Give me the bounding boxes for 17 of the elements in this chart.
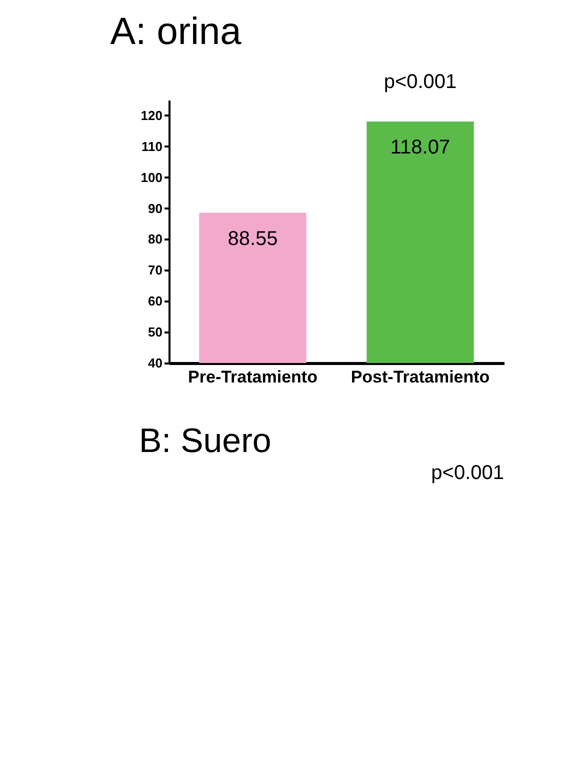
x-tick-label: Pre-Tratamiento: [188, 368, 318, 386]
text: B: Suero: [139, 422, 272, 460]
chart-title: A: orina: [110, 11, 242, 53]
x-tick-label: Post-Tratamiento: [350, 368, 490, 386]
data-label: 88.55: [228, 228, 278, 250]
y-tick-label: 60: [148, 294, 162, 309]
y-tick-label: 100: [140, 170, 162, 185]
text: p<0.001: [431, 462, 504, 484]
y-tick-label: 90: [148, 200, 162, 216]
y-tick-label: 80: [148, 232, 162, 247]
y-tick-label: 110: [142, 138, 162, 154]
data-label: 118.07: [390, 136, 450, 158]
text: p<0.001: [384, 71, 457, 93]
y-tick-label: 50: [148, 324, 162, 340]
y-tick-label: 40: [148, 356, 162, 370]
y-tick-label: 70: [148, 262, 162, 278]
y-tick-label: 120: [140, 108, 162, 123]
